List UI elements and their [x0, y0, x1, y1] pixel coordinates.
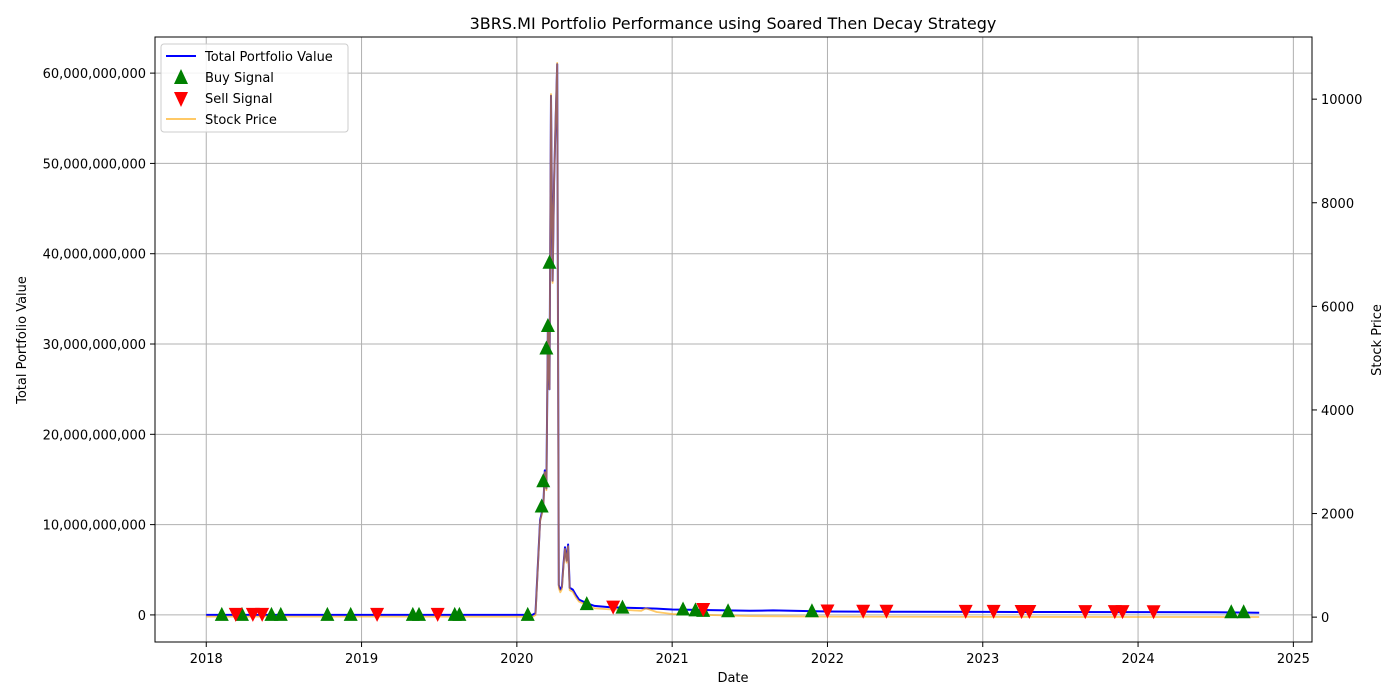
legend-sell-marker	[174, 92, 188, 107]
buy-signal-marker	[234, 606, 249, 621]
legend-buy-label: Buy Signal	[205, 71, 274, 86]
buy-signal-marker	[721, 603, 736, 618]
sell-signal-marker	[255, 607, 270, 622]
sell-signal-marker	[958, 604, 973, 619]
buy-signal-marker	[264, 606, 279, 621]
sell-signal-marker	[606, 600, 621, 615]
sell-signal-marker	[856, 604, 871, 619]
y-tick-label: 10,000,000,000	[43, 519, 146, 534]
sell-signal-marker	[228, 607, 243, 622]
x-tick-label: 2022	[811, 652, 844, 667]
legend-box	[160, 43, 349, 133]
x-tick-label: 2019	[345, 652, 378, 667]
series-layer	[206, 62, 1260, 618]
buy-signal-marker	[520, 606, 535, 621]
y2-axis-label: Stock Price	[1370, 304, 1385, 376]
buy-signal-marker	[1224, 604, 1239, 619]
sell-signal-marker	[696, 602, 711, 617]
y2-tick-label: 10000	[1321, 93, 1362, 108]
x-tick-label: 2018	[190, 652, 223, 667]
buy-signal-marker	[536, 473, 551, 488]
buy-signal-marker	[412, 606, 427, 621]
marker-layer	[214, 254, 1251, 622]
buy-signal-marker	[343, 606, 358, 621]
buy-signal-marker	[539, 340, 554, 355]
buy-signal-marker	[615, 599, 630, 614]
y-tick-label: 60,000,000,000	[43, 67, 146, 82]
y2-tick-label: 4000	[1321, 404, 1354, 419]
legend-portfolio-label: Total Portfolio Value	[204, 50, 333, 65]
sell-signal-marker	[1078, 605, 1093, 620]
y2-tick-label: 8000	[1321, 197, 1354, 212]
buy-signal-marker	[804, 603, 819, 618]
buy-signal-marker	[542, 254, 557, 269]
x-axis-label: Date	[717, 671, 748, 686]
buy-signal-marker	[579, 596, 594, 611]
y2-tick-label: 0	[1321, 611, 1329, 626]
buy-signal-marker	[1236, 604, 1251, 619]
stock-price-line	[206, 62, 1260, 618]
buy-signal-marker	[273, 606, 288, 621]
sell-signal-marker	[430, 607, 445, 622]
sell-signal-marker	[1115, 605, 1130, 620]
y-tick-label: 40,000,000,000	[43, 248, 146, 263]
x-tick-label: 2020	[500, 652, 533, 667]
buy-signal-marker	[452, 606, 467, 621]
y2-tick-label: 2000	[1321, 508, 1354, 523]
x-tick-label: 2025	[1277, 652, 1310, 667]
sell-signal-marker	[820, 604, 835, 619]
x-tick-label: 2023	[966, 652, 999, 667]
chart-title: 3BRS.MI Portfolio Performance using Soar…	[470, 14, 997, 33]
y2-tick-label: 6000	[1321, 300, 1354, 315]
sell-signal-marker	[1146, 605, 1161, 620]
x-tick-label: 2024	[1122, 652, 1155, 667]
sell-signal-marker	[370, 607, 385, 622]
sell-signal-marker	[879, 604, 894, 619]
legend-sell-label: Sell Signal	[205, 92, 273, 107]
legend: Total Portfolio Value Buy Signal Sell Si…	[160, 43, 349, 133]
axis-layer: 2018 2019 2020 2021 2022 2023 2024 2025 0 10,000,…	[43, 67, 1363, 667]
sell-signal-marker	[1022, 605, 1037, 620]
x-tick-label: 2021	[656, 652, 689, 667]
buy-signal-marker	[540, 317, 555, 332]
y-tick-label: 0	[138, 609, 146, 624]
buy-signal-marker	[214, 606, 229, 621]
y-tick-label: 30,000,000,000	[43, 338, 146, 353]
plot-frame	[154, 36, 1313, 643]
legend-buy-marker	[174, 69, 188, 84]
y-tick-label: 20,000,000,000	[43, 428, 146, 443]
legend-price-label: Stock Price	[205, 113, 277, 128]
buy-signal-marker	[534, 498, 549, 513]
y-axis-label: Total Portfolio Value	[15, 276, 30, 405]
buy-signal-marker	[676, 601, 691, 616]
sell-signal-marker	[245, 607, 260, 622]
sell-signal-marker	[986, 604, 1001, 619]
buy-signal-marker	[320, 606, 335, 621]
y-tick-label: 50,000,000,000	[43, 157, 146, 172]
